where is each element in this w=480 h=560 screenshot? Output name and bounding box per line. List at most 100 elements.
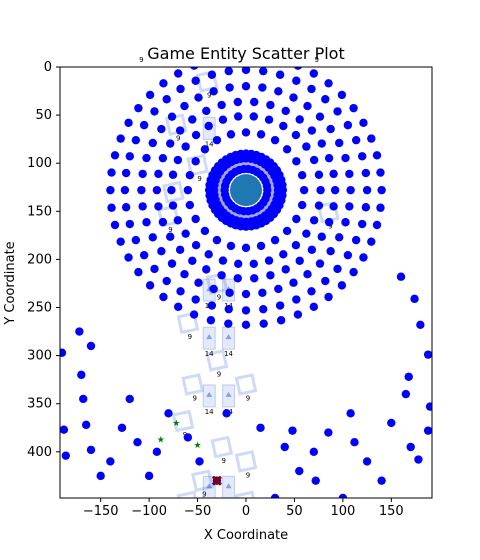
x-axis-ticks: −150 −100 −50 0 50 100 150 [83, 498, 404, 519]
entity-point [307, 126, 317, 135]
entity-point [110, 220, 120, 230]
unit-label: 14 [205, 140, 214, 148]
entity-point [168, 201, 178, 210]
entity-point [167, 112, 177, 121]
sprite-box [176, 311, 200, 335]
tree-marker: ★ [157, 435, 165, 445]
y-tick-label: 0 [44, 60, 52, 75]
entity-point [291, 130, 301, 140]
entity-point [217, 271, 226, 280]
entity-point [315, 112, 325, 121]
entity-point [345, 202, 354, 211]
y-tick-label: 350 [27, 397, 52, 412]
sprite-label: 9 [188, 333, 192, 341]
sprite-label: 9 [207, 91, 211, 99]
entity-point [167, 259, 177, 268]
y-tick: 100 [27, 156, 60, 171]
entity-point [138, 169, 147, 179]
entity-point [387, 418, 396, 428]
entity-point [293, 310, 303, 319]
entity-point [324, 153, 334, 163]
entity-point [292, 157, 301, 166]
entity-point [241, 320, 251, 330]
entity-point [60, 425, 69, 434]
sprite-entity: 9 [157, 204, 180, 234]
entity-point [61, 451, 71, 460]
y-tick-label: 400 [27, 445, 52, 460]
entity-point [289, 278, 298, 287]
sprite-box [181, 373, 204, 396]
entity-point [152, 447, 162, 457]
entity-point [96, 471, 105, 481]
entity-point [288, 426, 297, 435]
entity-point [330, 185, 340, 195]
entity-point [206, 316, 216, 325]
sprite-entity: 9 [195, 70, 219, 99]
entity-point [158, 153, 168, 163]
x-tick: 100 [330, 498, 355, 519]
entity-point [217, 100, 226, 110]
entity-point [293, 67, 302, 70]
entity-point [274, 284, 283, 294]
entity-point [241, 67, 251, 75]
entity-point [329, 202, 338, 211]
entity-point [218, 115, 228, 124]
entity-point [351, 235, 361, 245]
entity-point [188, 256, 197, 265]
entity-point [367, 134, 376, 143]
entity-point [282, 145, 292, 154]
entity-point [207, 70, 217, 79]
entity-point [341, 218, 350, 227]
entity-point [195, 457, 204, 466]
entity-point [361, 203, 371, 212]
data-marks: 9999999999999999914141414141414141414★★★ [60, 62, 432, 499]
entity-point [315, 259, 325, 268]
entity-point [337, 90, 347, 100]
sprite-entity: 9 [205, 272, 229, 301]
x-tick: 0 [242, 498, 250, 519]
entity-point [337, 281, 347, 290]
entity-point [314, 201, 324, 210]
sprite-label: 9 [197, 175, 201, 183]
entity-point [317, 139, 326, 148]
entity-point [297, 200, 307, 210]
entity-point [406, 442, 415, 452]
entity-point [176, 287, 185, 296]
entity-point [404, 372, 413, 381]
entity-point [270, 135, 280, 145]
entity-point [86, 445, 96, 455]
entity-point [259, 67, 268, 76]
entity-point [200, 226, 210, 236]
unit-label: 14 [205, 62, 214, 70]
entity-point [175, 126, 185, 135]
entity-point [324, 428, 333, 437]
entity-point [262, 181, 272, 190]
entity-point [121, 203, 131, 212]
entity-point [326, 124, 335, 134]
entity-point [194, 278, 203, 287]
x-tick-label: −150 [83, 504, 119, 519]
entity-point [264, 115, 274, 124]
entity-point [376, 203, 385, 212]
sprite-box [234, 373, 258, 396]
entity-point [207, 301, 217, 310]
x-tick: −150 [83, 498, 119, 519]
sprite-label: 9 [202, 491, 206, 499]
entity-point [372, 151, 382, 160]
entity-point [234, 259, 243, 269]
entity-point [410, 294, 419, 304]
y-tick-label: 300 [27, 349, 52, 364]
entity-point [181, 142, 190, 151]
y-tick-label: 100 [27, 156, 52, 171]
entity-point [256, 423, 265, 432]
sprite-label: 9 [168, 226, 172, 234]
unit-arrow [206, 483, 213, 489]
entity-point [191, 130, 201, 140]
entity-point [264, 256, 274, 265]
entity-point [116, 237, 125, 246]
x-axis-label: X Coordinate [204, 528, 288, 543]
entity-point [166, 232, 175, 241]
entity-point [150, 107, 159, 116]
entity-point [106, 457, 115, 466]
entity-point [273, 180, 282, 190]
